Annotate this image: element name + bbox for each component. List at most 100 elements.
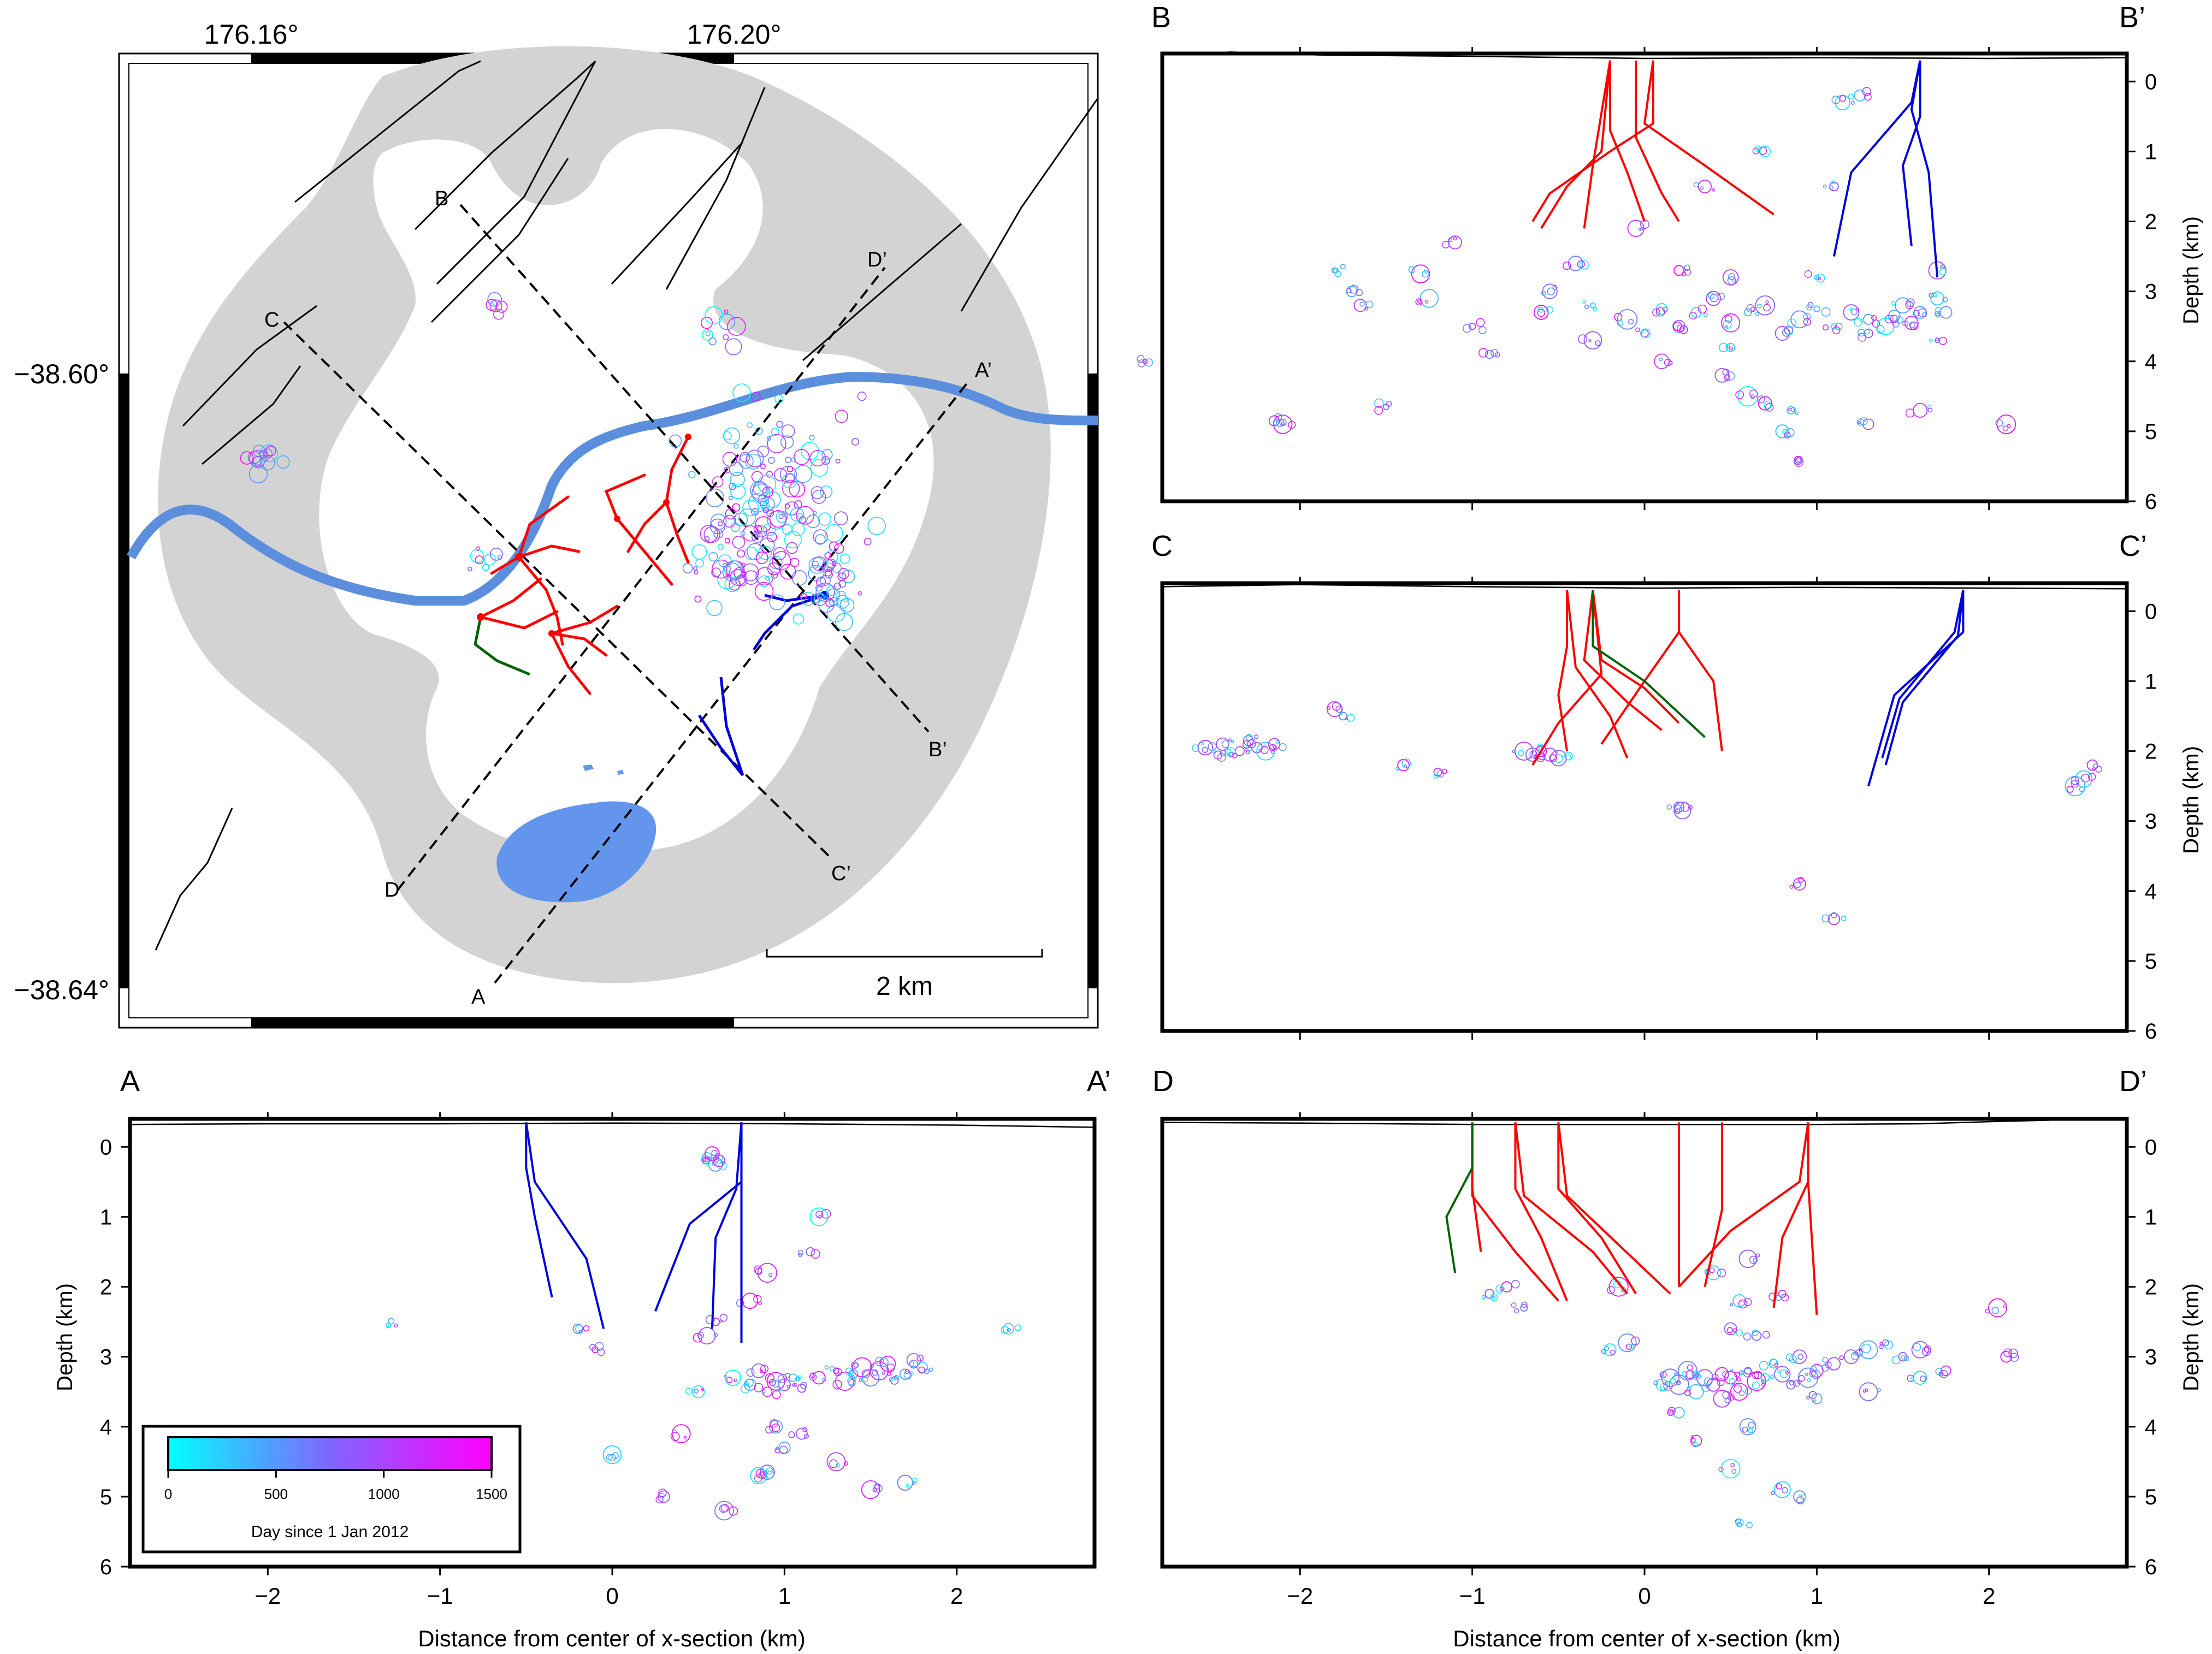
- x-tick-label: 2: [1983, 1583, 1995, 1609]
- section-end-label: A’: [1087, 1065, 1111, 1098]
- earthquake-point: [658, 1489, 667, 1497]
- earthquake-point: [1737, 386, 1759, 407]
- earthquake-point: [1365, 300, 1374, 309]
- earthquake-point: [1730, 1383, 1748, 1401]
- earthquake-point: [1448, 238, 1453, 242]
- earthquake-point: [1401, 758, 1411, 768]
- earthquake-point: [744, 1382, 749, 1386]
- earthquake-point: [2009, 1353, 2019, 1362]
- earthquake-point: [1809, 1370, 1816, 1377]
- map-earthquake: [724, 576, 740, 592]
- map-earthquake: [740, 530, 746, 536]
- earthquake-point: [1724, 1397, 1731, 1404]
- earthquake-point: [1468, 322, 1476, 330]
- earthquake-point: [1865, 1388, 1868, 1392]
- earthquake-point: [1815, 273, 1825, 283]
- earthquake-point: [1694, 1372, 1700, 1378]
- earthquake-point: [1896, 316, 1903, 324]
- earthquake-point: [772, 1390, 781, 1400]
- earthquake-point: [1935, 307, 1941, 313]
- map-earthquake: [727, 317, 746, 336]
- earthquake-point: [2071, 776, 2079, 785]
- earthquake-point: [765, 1373, 774, 1383]
- earthquake-point: [1568, 256, 1583, 271]
- earthquake-point: [1938, 336, 1947, 345]
- earthquake-point: [1905, 301, 1914, 310]
- earthquake-point: [1490, 1293, 1498, 1301]
- earthquake-point: [1276, 418, 1285, 428]
- map-earthquake: [705, 306, 723, 325]
- map-earthquake: [824, 550, 838, 564]
- earthquake-point: [1930, 291, 1945, 306]
- earthquake-point: [1942, 297, 1948, 303]
- earthquake-point: [1786, 1380, 1796, 1390]
- map-earthquake: [755, 551, 768, 564]
- map-earthquake: [782, 479, 800, 497]
- earthquake-point: [1876, 325, 1885, 334]
- map-earthquake: [771, 571, 778, 579]
- earthquake-point: [832, 1379, 842, 1389]
- map-earthquake: [843, 598, 848, 603]
- earthquake-point: [1397, 758, 1410, 772]
- map-earthquake: [768, 457, 775, 464]
- y-tick-label: 1: [100, 1205, 112, 1229]
- map-well: [719, 677, 744, 776]
- earthquake-point: [1726, 1327, 1733, 1333]
- map-earthquake: [766, 509, 774, 517]
- y-tick-label: 0: [100, 1135, 112, 1159]
- earthquake-point: [1601, 1349, 1607, 1354]
- x-tick-label: 1: [1811, 1583, 1823, 1609]
- map-earthquake: [705, 488, 725, 508]
- map-earthquake: [810, 459, 829, 477]
- map-earthquake: [821, 449, 833, 460]
- y-tick-label: 3: [2145, 810, 2157, 834]
- earthquake-point: [1706, 1385, 1709, 1389]
- earthquake-point: [872, 1369, 878, 1376]
- earthquake-point: [1781, 1294, 1789, 1302]
- earthquake-point: [1217, 753, 1226, 762]
- caldera-ring: [158, 46, 1051, 983]
- earthquake-point: [1654, 353, 1670, 370]
- earthquake-point: [1755, 295, 1776, 316]
- earthquake-point: [1481, 1295, 1486, 1300]
- map-earthquake: [475, 555, 484, 565]
- earthquake-point: [848, 1372, 853, 1377]
- earthquake-point: [918, 1366, 925, 1374]
- earthquake-point: [1014, 1324, 1021, 1331]
- earthquake-point: [751, 1363, 766, 1378]
- earthquake-point: [1909, 322, 1916, 328]
- earthquake-point: [714, 1501, 734, 1521]
- earthquake-point: [789, 1373, 797, 1382]
- label-d: D: [385, 879, 399, 902]
- y-tick-label: 1: [2145, 140, 2157, 164]
- earthquake-point: [1879, 1344, 1884, 1349]
- earthquake-point: [719, 1504, 728, 1513]
- map-earthquake: [794, 500, 802, 509]
- map-well: [479, 610, 559, 630]
- earthquake-point: [1550, 750, 1567, 767]
- earthquake-point: [1672, 319, 1685, 333]
- earthquake-point: [1408, 266, 1416, 274]
- map-earthquake: [766, 436, 772, 441]
- earthquake-point: [1933, 293, 1937, 298]
- colorbar-tick-label: 0: [164, 1486, 172, 1502]
- earthquake-point: [2066, 785, 2074, 793]
- earthquake-point: [1736, 1329, 1743, 1337]
- x-axis-title: Distance from center of x-section (km): [1453, 1626, 1841, 1651]
- earthquake-point: [1673, 801, 1685, 813]
- earthquake-point: [1335, 706, 1343, 713]
- earthquake-point: [1913, 1343, 1921, 1351]
- earthquake-point: [1554, 754, 1564, 763]
- map-earthquake: [724, 537, 730, 543]
- earthquake-point: [1231, 740, 1234, 743]
- map-earthquake: [771, 428, 779, 436]
- earthquake-point: [1537, 309, 1546, 317]
- map-well: [626, 501, 668, 553]
- earthquake-point: [597, 1348, 605, 1356]
- section-start-label: A: [120, 1065, 140, 1098]
- earthquake-point: [821, 1209, 831, 1219]
- well-track: [1881, 590, 1965, 758]
- earthquake-point: [853, 1362, 859, 1368]
- earthquake-point: [757, 1262, 778, 1283]
- map-earthquake: [784, 531, 802, 549]
